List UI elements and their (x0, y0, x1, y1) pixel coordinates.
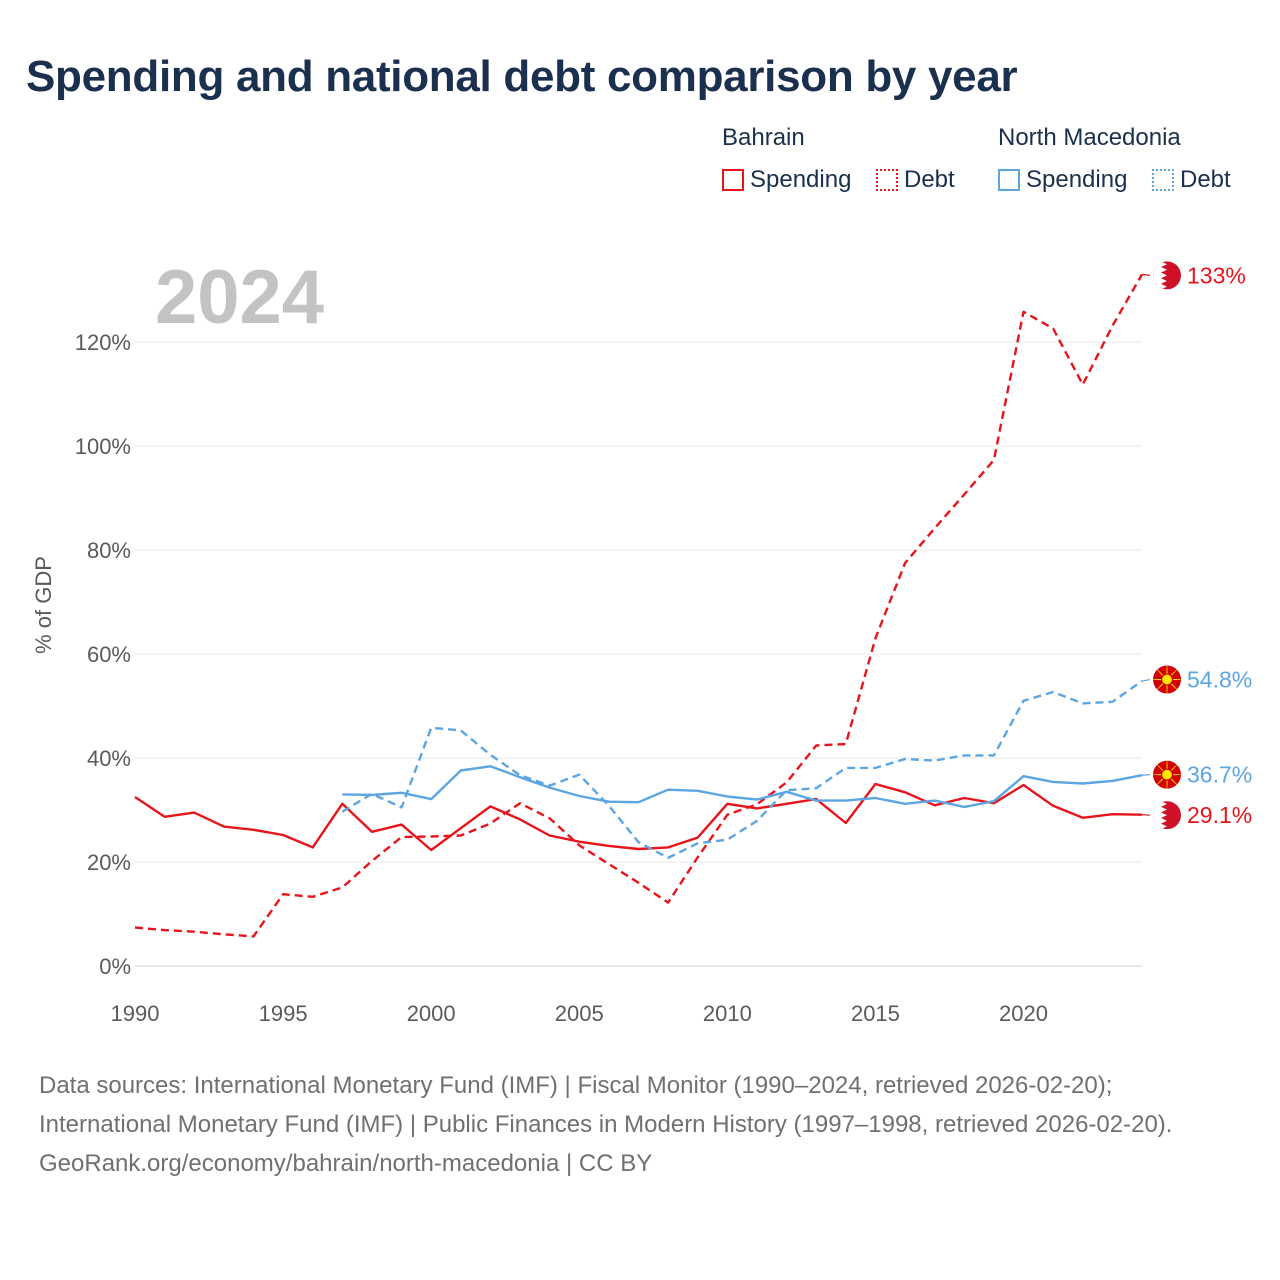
end-value-label: 36.7% (1187, 762, 1252, 788)
legend-swatch-dotted-icon (1152, 169, 1174, 191)
y-tick-label: 60% (87, 642, 131, 667)
end-value-label: 133% (1187, 262, 1246, 288)
north-macedonia-flag-icon (1153, 760, 1181, 789)
series-line-bahrain-spending[interactable] (134, 782, 1143, 852)
end-connector (1141, 273, 1151, 276)
y-axis-title: % of GDP (31, 556, 56, 654)
x-tick-label: 1995 (259, 1001, 308, 1026)
legend-item-bahrain-spending[interactable]: Spending (722, 166, 851, 194)
legend-label: Spending (750, 166, 852, 193)
grid-layer (135, 341, 1142, 967)
north-macedonia-flag-icon (1153, 665, 1181, 694)
x-tick-label: 1990 (111, 1001, 160, 1026)
end-connector (1141, 774, 1151, 776)
x-tick-label: 2000 (407, 1001, 456, 1026)
footer: Data sources: International Monetary Fun… (39, 1066, 1239, 1183)
y-tick-label: 20% (87, 850, 131, 875)
end-connector (1141, 814, 1151, 816)
legend-swatch-solid-icon (722, 169, 744, 191)
x-tick-label: 2005 (555, 1001, 604, 1026)
legend-label: Spending (1026, 166, 1128, 193)
y-tick-label: 40% (87, 746, 131, 771)
legend-group-north-macedonia: North Macedonia (998, 124, 1181, 151)
chart-title: Spending and national debt comparison by… (26, 52, 1018, 101)
y-tick-label: 0% (99, 954, 131, 979)
legend-item-bahrain-debt[interactable]: Debt (876, 166, 955, 194)
x-tick-label: 2010 (703, 1001, 752, 1026)
y-tick-label: 120% (75, 330, 131, 355)
end-value-label: 54.8% (1187, 667, 1252, 693)
x-tick-label: 2015 (851, 1001, 900, 1026)
year-watermark: 2024 (155, 255, 324, 340)
bahrain-flag-icon (1153, 801, 1181, 830)
x-tick-label: 2020 (999, 1001, 1048, 1026)
tick-layer: 0% 20% 40% 60% 80% 100% 120% 1990 1995 2000 2005 20… (75, 330, 1048, 1026)
end-connector (1141, 678, 1151, 682)
y-tick-label: 100% (75, 434, 131, 459)
series-line-north-macedonia-debt[interactable] (341, 680, 1143, 859)
series-line-north-macedonia-spending[interactable] (342, 765, 1143, 809)
legend-swatch-dotted-icon (876, 169, 898, 191)
end-label-layer: 29.1% 133% 36.7% 54.8% (1141, 261, 1252, 830)
bahrain-flag-icon (1153, 261, 1181, 290)
series-layer (134, 273, 1144, 938)
legend-group-bahrain: Bahrain (722, 124, 805, 151)
end-value-label: 29.1% (1187, 802, 1252, 828)
legend-item-north-macedonia-debt[interactable]: Debt (1152, 166, 1231, 194)
legend-item-north-macedonia-spending[interactable]: Spending (998, 166, 1127, 194)
legend-swatch-solid-icon (998, 169, 1020, 191)
series-line-bahrain-debt[interactable] (134, 273, 1144, 938)
legend-label: Debt (904, 166, 955, 193)
legend-label: Debt (1180, 166, 1231, 193)
y-tick-label: 80% (87, 538, 131, 563)
line-chart: 2024 % of GDP 0% 20% 40% 60% 80% 100% 120% 1990… (31, 255, 1252, 1026)
credit-line: GeoRank.org/economy/bahrain/north-macedo… (39, 1150, 653, 1177)
data-sources: Data sources: International Monetary Fun… (39, 1072, 1173, 1138)
